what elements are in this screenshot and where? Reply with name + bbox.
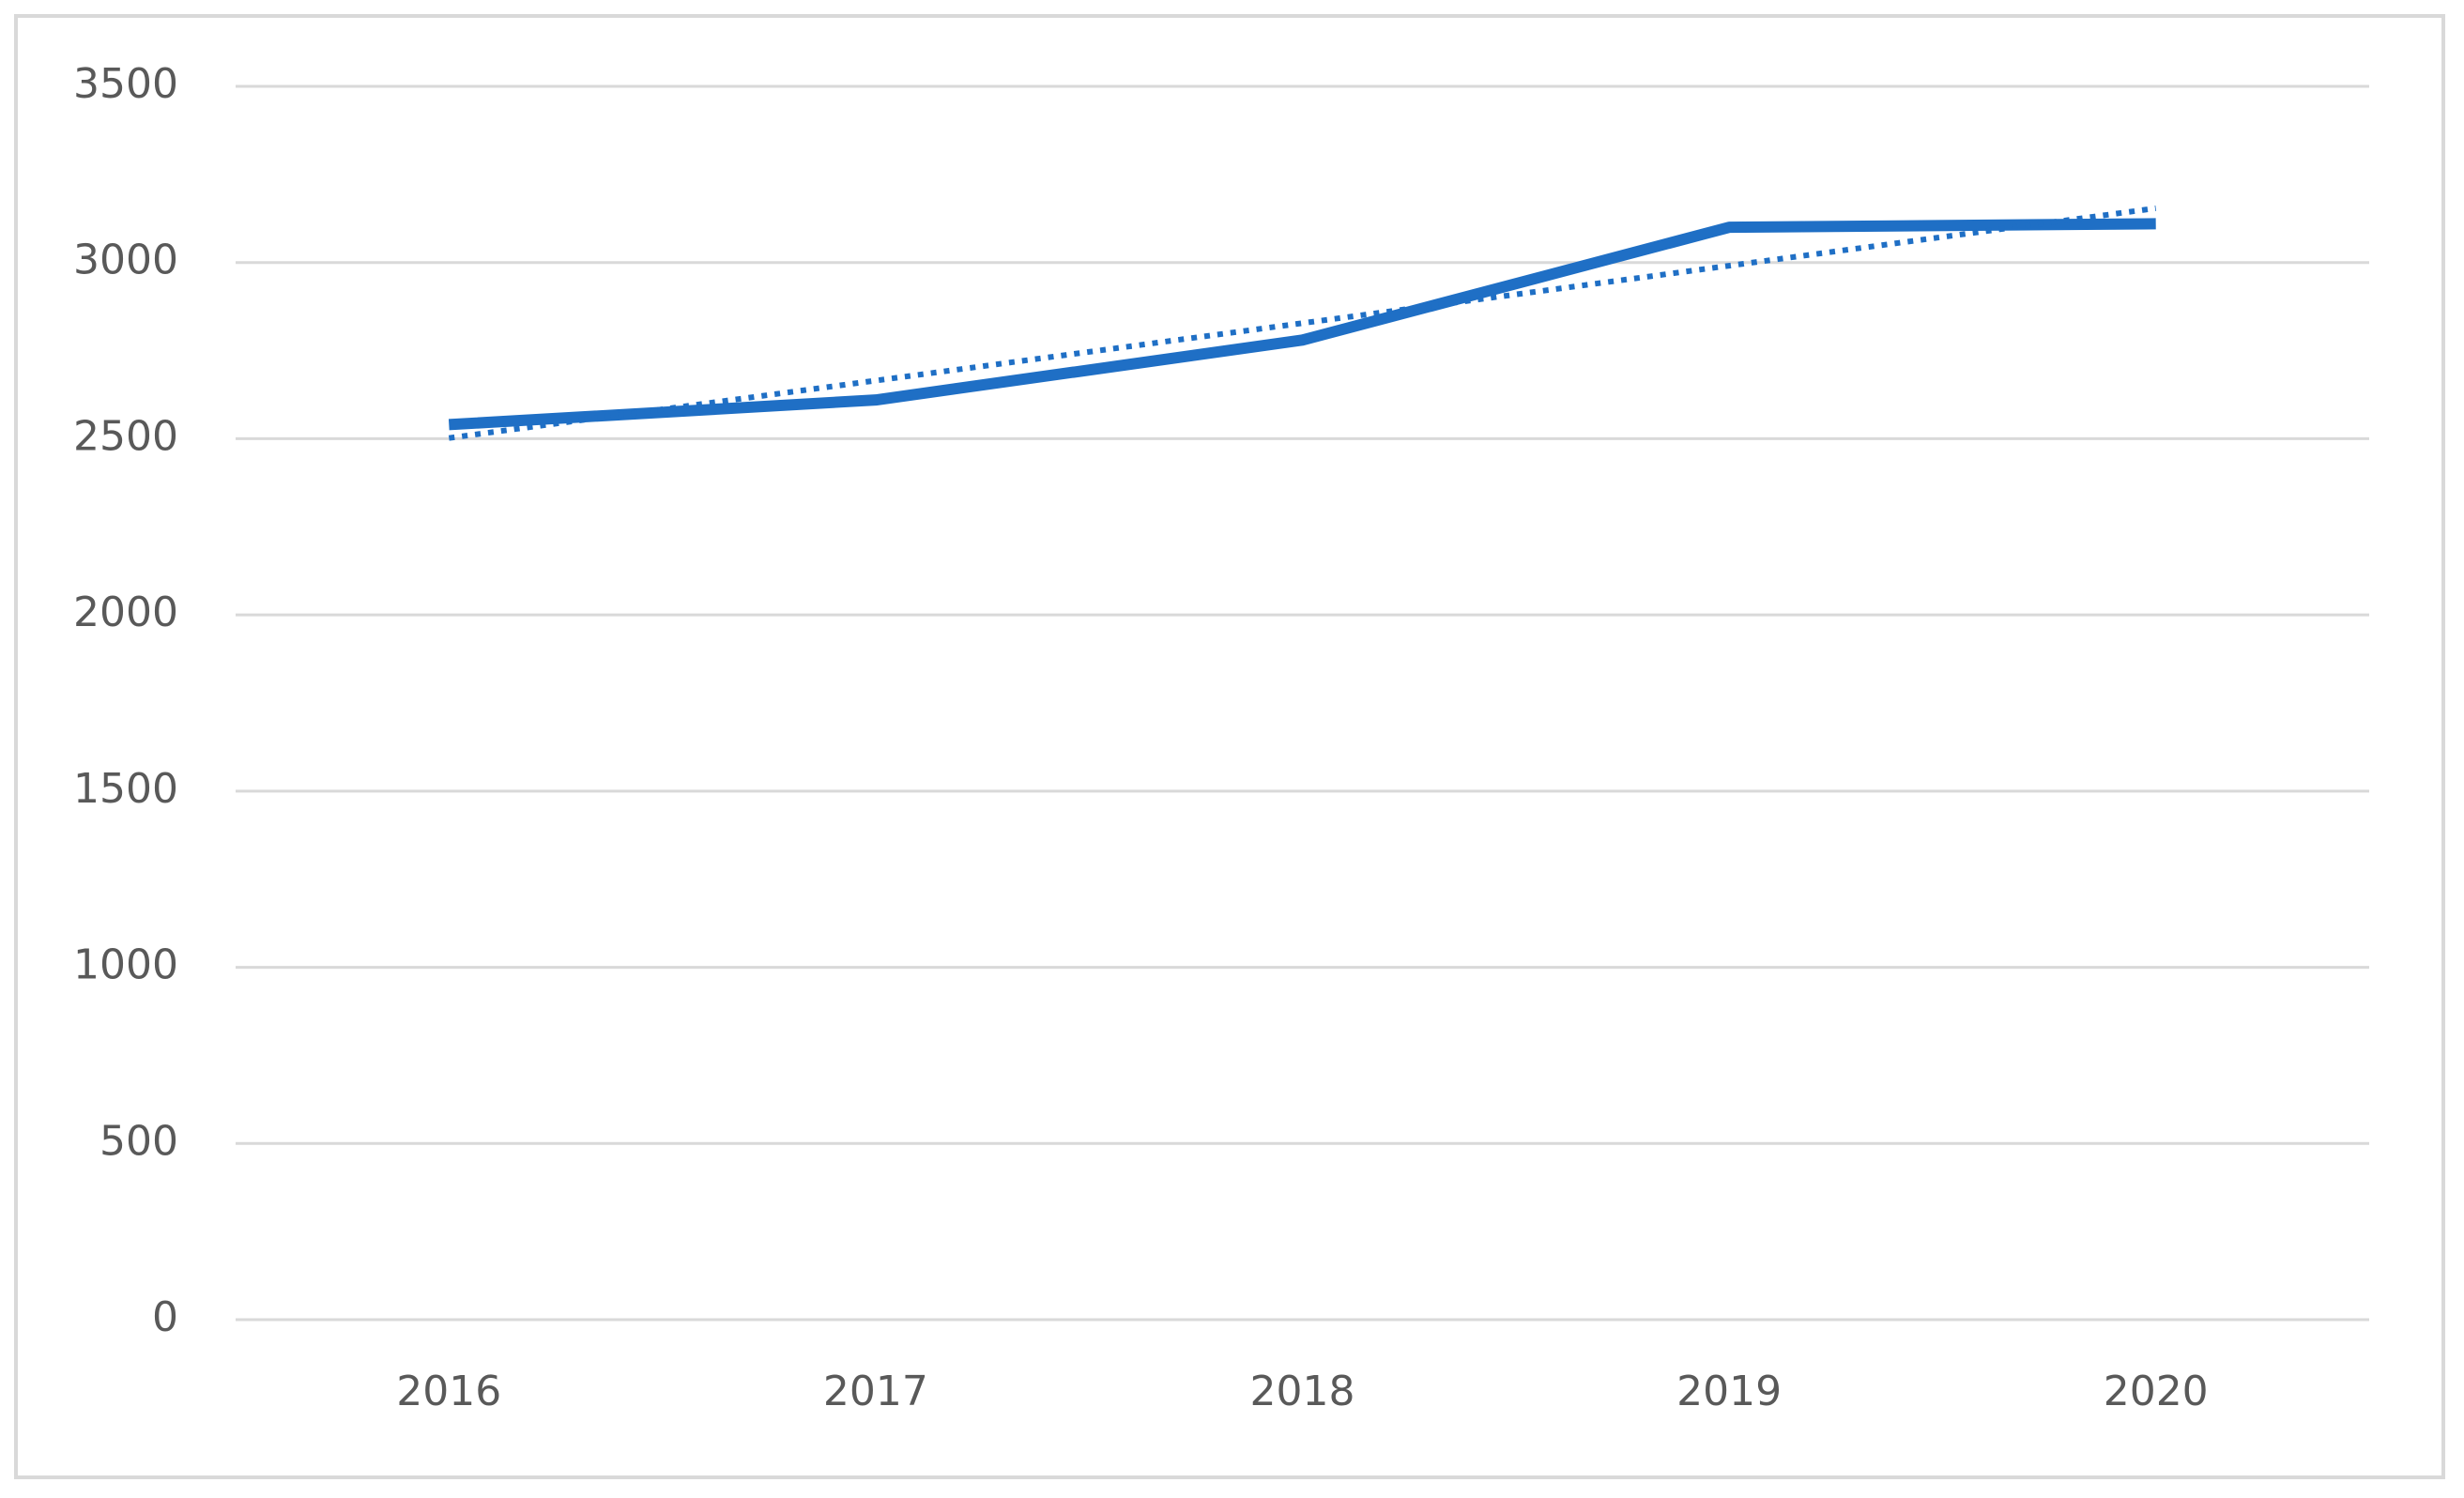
y-tick-label: 2500: [73, 412, 178, 460]
y-tick-label: 2000: [73, 588, 178, 636]
chart-frame: [14, 14, 2445, 1479]
x-tick-label: 2018: [1250, 1368, 1355, 1415]
y-tick-label: 0: [152, 1293, 178, 1341]
x-tick-label: 2019: [1676, 1368, 1782, 1415]
x-tick-label: 2020: [2104, 1368, 2209, 1415]
y-tick-label: 1000: [73, 941, 178, 989]
y-tick-label: 3000: [73, 237, 178, 284]
x-tick-label: 2016: [396, 1368, 501, 1415]
data-line: [448, 218, 2156, 431]
y-tick-label: 500: [99, 1117, 178, 1165]
y-tick-label: 1500: [73, 765, 178, 813]
y-tick-label: 3500: [73, 60, 178, 108]
trend-line: [448, 205, 2157, 441]
x-tick-label: 2017: [823, 1368, 928, 1415]
